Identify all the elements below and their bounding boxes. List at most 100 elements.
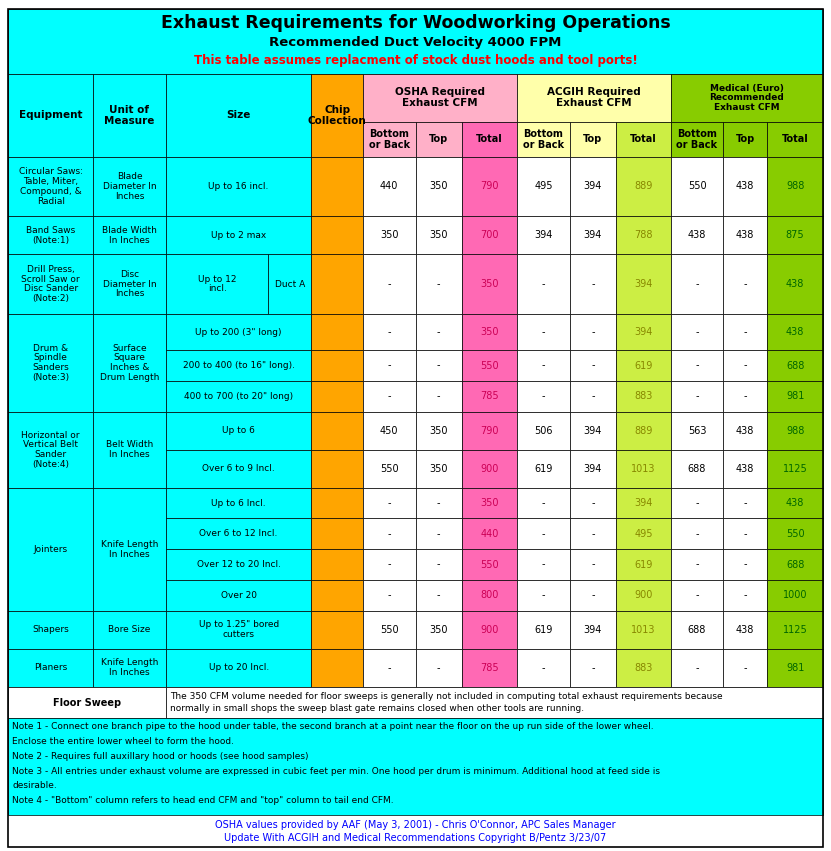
Bar (671, 549, 723, 580)
Bar (616, 216, 671, 254)
Bar (616, 122, 671, 157)
Text: 600: 600 (328, 591, 347, 600)
Bar (8, 157, 93, 216)
Text: 350: 350 (380, 231, 399, 240)
Text: OSHA Required
Exhaust CFM: OSHA Required Exhaust CFM (395, 88, 485, 108)
Bar (268, 254, 312, 314)
Text: 394: 394 (583, 181, 602, 191)
Text: 619: 619 (534, 464, 553, 474)
Text: -: - (437, 498, 440, 508)
Text: 550: 550 (480, 560, 499, 569)
Bar (166, 488, 312, 518)
Bar (166, 350, 312, 381)
Bar (671, 611, 723, 648)
Text: -: - (437, 591, 440, 600)
Text: -: - (591, 591, 594, 600)
Text: 988: 988 (786, 181, 804, 191)
Text: Circular Saws:
Table, Miter,
Compound, &
Radial: Circular Saws: Table, Miter, Compound, &… (18, 168, 82, 205)
Text: 350: 350 (430, 426, 448, 436)
Text: 1125: 1125 (783, 625, 808, 635)
Bar (723, 157, 768, 216)
Text: Blade Width
In Inches: Blade Width In Inches (102, 226, 157, 244)
Text: Total: Total (782, 134, 809, 144)
Bar (312, 216, 363, 254)
Bar (8, 254, 93, 314)
Bar (166, 157, 312, 216)
Bar (723, 488, 768, 518)
Text: Bottom
or Back: Bottom or Back (523, 129, 564, 150)
Bar (462, 648, 517, 687)
Text: 438: 438 (736, 464, 755, 474)
Text: Up to 2 max: Up to 2 max (211, 231, 266, 240)
Text: -: - (696, 498, 699, 508)
Text: Knife Length
In Inches: Knife Length In Inches (101, 540, 158, 558)
Text: -: - (387, 391, 391, 402)
Text: 550: 550 (380, 625, 399, 635)
Bar (363, 254, 416, 314)
Bar (8, 412, 93, 488)
Text: Chip
Collection: Chip Collection (307, 105, 366, 126)
Text: Note 2 - Requires full auxillary hood or hoods (see hood samples): Note 2 - Requires full auxillary hood or… (12, 751, 309, 761)
Text: -: - (591, 327, 594, 337)
Text: 394: 394 (634, 327, 653, 337)
Bar (517, 314, 569, 350)
Bar (416, 381, 462, 412)
Text: -: - (437, 361, 440, 370)
Text: 394: 394 (634, 279, 653, 289)
Text: 350: 350 (480, 498, 499, 508)
Text: 500: 500 (328, 391, 347, 402)
Bar (768, 216, 823, 254)
Bar (363, 314, 416, 350)
Text: Blade
Diameter In
Inches: Blade Diameter In Inches (103, 172, 156, 201)
Text: 300: 300 (328, 426, 347, 436)
Text: 889: 889 (634, 426, 653, 436)
Text: -: - (387, 327, 391, 337)
Bar (616, 449, 671, 488)
Bar (462, 611, 517, 648)
Text: -: - (591, 498, 594, 508)
Bar (8, 718, 823, 815)
Bar (166, 648, 312, 687)
Bar (312, 314, 363, 350)
Bar (671, 580, 723, 611)
Bar (416, 648, 462, 687)
Bar (723, 518, 768, 549)
Bar (462, 488, 517, 518)
Text: -: - (696, 279, 699, 289)
Text: -: - (437, 560, 440, 569)
Text: 495: 495 (534, 181, 553, 191)
Bar (517, 157, 569, 216)
Bar (616, 381, 671, 412)
Bar (723, 254, 768, 314)
Bar (569, 254, 616, 314)
Bar (517, 611, 569, 648)
Text: -: - (542, 528, 545, 539)
Text: 788: 788 (634, 231, 653, 240)
Bar (363, 157, 416, 216)
Text: 700: 700 (480, 231, 499, 240)
Text: -: - (542, 560, 545, 569)
Bar (416, 518, 462, 549)
Text: 438: 438 (786, 498, 804, 508)
Text: 438: 438 (736, 181, 755, 191)
Text: 350: 350 (430, 464, 448, 474)
Bar (8, 74, 93, 157)
Bar (723, 314, 768, 350)
Text: 450: 450 (380, 426, 399, 436)
Bar (363, 648, 416, 687)
Bar (363, 412, 416, 449)
Text: OSHA values provided by AAF (May 3, 2001) - Chris O'Connor, APC Sales Manager: OSHA values provided by AAF (May 3, 2001… (215, 820, 616, 830)
Text: Surface
Square
Inches &
Drum Length: Surface Square Inches & Drum Length (100, 344, 160, 382)
Bar (363, 549, 416, 580)
Text: -: - (744, 663, 747, 672)
Bar (8, 314, 93, 412)
Text: Top: Top (583, 134, 602, 144)
Text: 550: 550 (380, 464, 399, 474)
Bar (723, 549, 768, 580)
Bar (462, 157, 517, 216)
Bar (723, 648, 768, 687)
Bar (93, 412, 166, 488)
Bar (93, 157, 166, 216)
Bar (723, 122, 768, 157)
Text: desirable.: desirable. (12, 781, 57, 791)
